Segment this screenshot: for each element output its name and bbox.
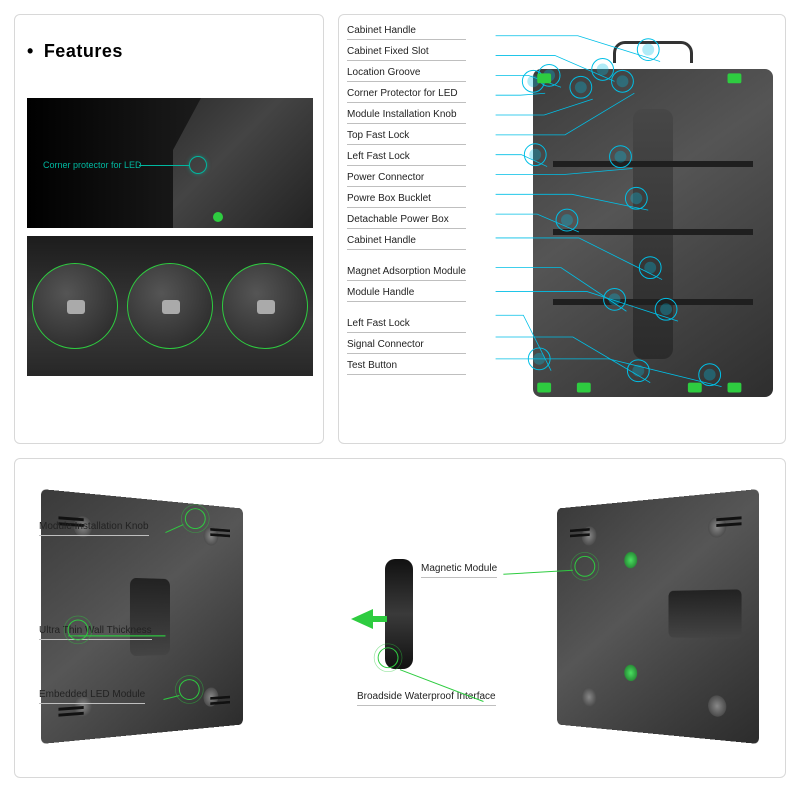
module-diagram-panel: Module Installation Knob Ultra Thin Wall… bbox=[14, 458, 786, 778]
detail-circle-1 bbox=[32, 263, 118, 349]
cabinet-callout: Test Button bbox=[347, 360, 466, 375]
cabinet-callout-list: Cabinet Handle Cabinet Fixed Slot Location… bbox=[347, 25, 466, 381]
cabinet-callout: Signal Connector bbox=[347, 339, 466, 354]
callout-embedded-led: Embedded LED Module bbox=[39, 689, 145, 704]
module-back-illustration bbox=[557, 489, 759, 744]
corner-protector-label: Corner protector for LED bbox=[43, 160, 142, 170]
connector-illustration bbox=[385, 559, 413, 669]
cabinet-callout: Top Fast Lock bbox=[347, 130, 466, 145]
callout-magnetic: Magnetic Module bbox=[421, 563, 497, 578]
features-title: Features bbox=[27, 41, 311, 62]
callout-module-knob: Module Installation Knob bbox=[39, 521, 149, 536]
arrow-left-icon bbox=[351, 609, 373, 629]
cabinet-callout: Module Handle bbox=[347, 287, 466, 302]
cabinet-callout: Cabinet Handle bbox=[347, 235, 466, 250]
cabinet-callout: Corner Protector for LED bbox=[347, 88, 466, 103]
cabinet-callout: Module Installation Knob bbox=[347, 109, 466, 124]
cabinet-callout: Left Fast Lock bbox=[347, 151, 466, 166]
cabinet-callout: Cabinet Handle bbox=[347, 25, 466, 40]
feature-image-details bbox=[27, 236, 313, 376]
cabinet-callout: Power Connector bbox=[347, 172, 466, 187]
cabinet-callout: Magnet Adsorption Module bbox=[347, 266, 466, 281]
callout-waterproof: Broadside Waterproof Interface bbox=[357, 691, 496, 706]
detail-circle-3 bbox=[222, 263, 308, 349]
highlight-ring-icon bbox=[189, 156, 207, 174]
cabinet-callout: Location Groove bbox=[347, 67, 466, 82]
features-panel: Features Corner protector for LED bbox=[14, 14, 324, 444]
detail-circle-2 bbox=[127, 263, 213, 349]
cabinet-callout: Detachable Power Box bbox=[347, 214, 466, 229]
callout-thin-wall: Ultra Thin Wall Thickness bbox=[39, 625, 152, 640]
feature-image-corner-protector: Corner protector for LED bbox=[27, 98, 313, 228]
cabinet-diagram-panel: Cabinet Handle Cabinet Fixed Slot Location… bbox=[338, 14, 786, 444]
cabinet-callout: Powre Box Bucklet bbox=[347, 193, 466, 208]
cabinet-callout: Cabinet Fixed Slot bbox=[347, 46, 466, 61]
cabinet-callout: Left Fast Lock bbox=[347, 318, 466, 333]
cabinet-illustration bbox=[533, 69, 773, 397]
